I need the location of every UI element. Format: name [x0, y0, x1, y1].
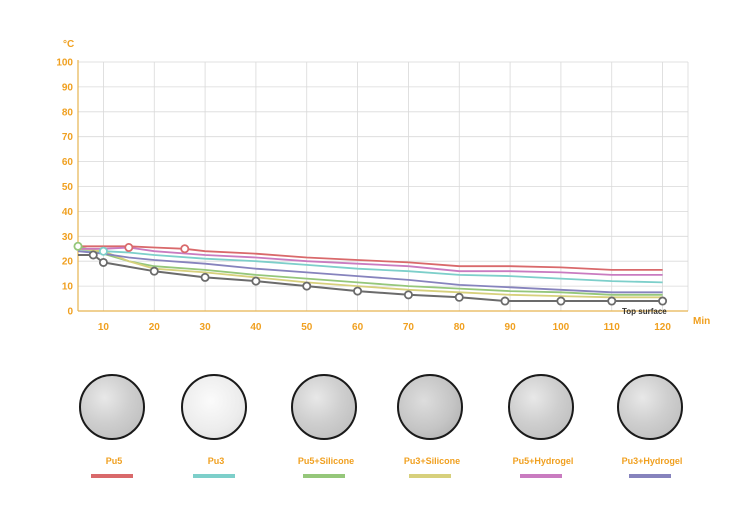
data-point: [88, 250, 98, 260]
y-tick-label: 20: [62, 257, 74, 268]
data-point: [353, 286, 363, 296]
y-axis-title: °C: [63, 39, 74, 50]
data-point: [73, 241, 83, 251]
temperature-chart: 0 10 20 30 40 50 60 70 80 90 100 10 20 30 40 50 60 70 80 90…: [56, 39, 710, 333]
sample-photo: [508, 374, 574, 440]
x-tick-label: 80: [454, 322, 466, 333]
data-point: [200, 272, 210, 282]
data-point: [302, 281, 312, 291]
x-tick-label: 70: [403, 322, 415, 333]
data-point: [180, 244, 190, 254]
legend-swatch: [91, 474, 133, 478]
y-tick-label: 40: [62, 207, 74, 218]
y-tick-label: 10: [62, 282, 74, 293]
x-tick-label: 90: [505, 322, 517, 333]
x-tick-label: 120: [654, 322, 671, 333]
chart-markers: [73, 241, 668, 306]
data-point: [454, 292, 464, 302]
series-line-4: [77, 247, 663, 299]
sample-photo: [291, 374, 357, 440]
x-tick-label: 30: [200, 322, 212, 333]
sample-photo: [617, 374, 683, 440]
x-axis-title: Min: [693, 316, 710, 327]
sample-item: Pu5+Silicone: [271, 370, 381, 490]
x-tick-label: 40: [250, 322, 262, 333]
sample-item: Pu3: [161, 370, 271, 490]
sample-item: Pu5: [59, 370, 169, 490]
y-tick-label: 80: [62, 107, 74, 118]
data-point: [251, 276, 261, 286]
series-line-1: [78, 245, 663, 271]
chart-series: [77, 245, 663, 302]
legend-swatch: [520, 474, 562, 478]
sample-legend: Pu5 Pu3 Pu5+Silicone Pu3+Silicone Pu5+Hydrog…: [0, 370, 730, 518]
series-line-6: [77, 250, 663, 294]
y-tick-label: 100: [56, 58, 73, 69]
x-tick-label: 50: [301, 322, 313, 333]
legend-swatch: [629, 474, 671, 478]
data-point: [124, 243, 134, 253]
x-tick-label: 60: [352, 322, 364, 333]
series-line-7: [78, 254, 663, 302]
data-point: [149, 266, 159, 276]
sample-label: Pu3+Hydrogel: [621, 456, 683, 466]
legend-swatch: [193, 474, 235, 478]
x-tick-label: 100: [553, 322, 570, 333]
x-tick-label: 10: [98, 322, 110, 333]
series-line-2: [78, 250, 663, 284]
y-tick-label: 0: [67, 307, 73, 318]
legend-swatch: [409, 474, 451, 478]
y-tick-label: 70: [62, 132, 74, 143]
sample-label: Pu5+Silicone: [297, 456, 355, 466]
sample-label: Pu3+Silicone: [403, 456, 461, 466]
data-point: [98, 257, 108, 267]
sample-photo: [79, 374, 145, 440]
top-surface-annotation: Top surface: [622, 307, 667, 316]
sample-label: Pu3: [207, 456, 225, 466]
sample-label: Pu5+Hydrogel: [512, 456, 574, 466]
y-tick-label: 60: [62, 157, 74, 168]
y-tick-label: 30: [62, 232, 74, 243]
data-point: [403, 290, 413, 300]
chart-axes: [77, 60, 688, 312]
sample-item: Pu5+Hydrogel: [488, 370, 598, 490]
data-point: [658, 296, 668, 306]
chart-labels: 0 10 20 30 40 50 60 70 80 90 100 10 20 30 40 50 60 70 80 90…: [56, 39, 710, 333]
y-tick-label: 90: [62, 82, 74, 93]
x-tick-label: 110: [604, 322, 621, 333]
sample-item: Pu3+Hydrogel: [597, 370, 707, 490]
sample-photo: [181, 374, 247, 440]
data-point: [98, 246, 108, 256]
sample-photo: [397, 374, 463, 440]
sample-item: Pu3+Silicone: [377, 370, 487, 490]
data-point: [500, 296, 510, 306]
sample-label: Pu5: [105, 456, 123, 466]
x-tick-label: 20: [149, 322, 161, 333]
data-point: [607, 296, 617, 306]
y-tick-label: 50: [62, 182, 74, 193]
legend-swatch: [303, 474, 345, 478]
data-point: [556, 296, 566, 306]
